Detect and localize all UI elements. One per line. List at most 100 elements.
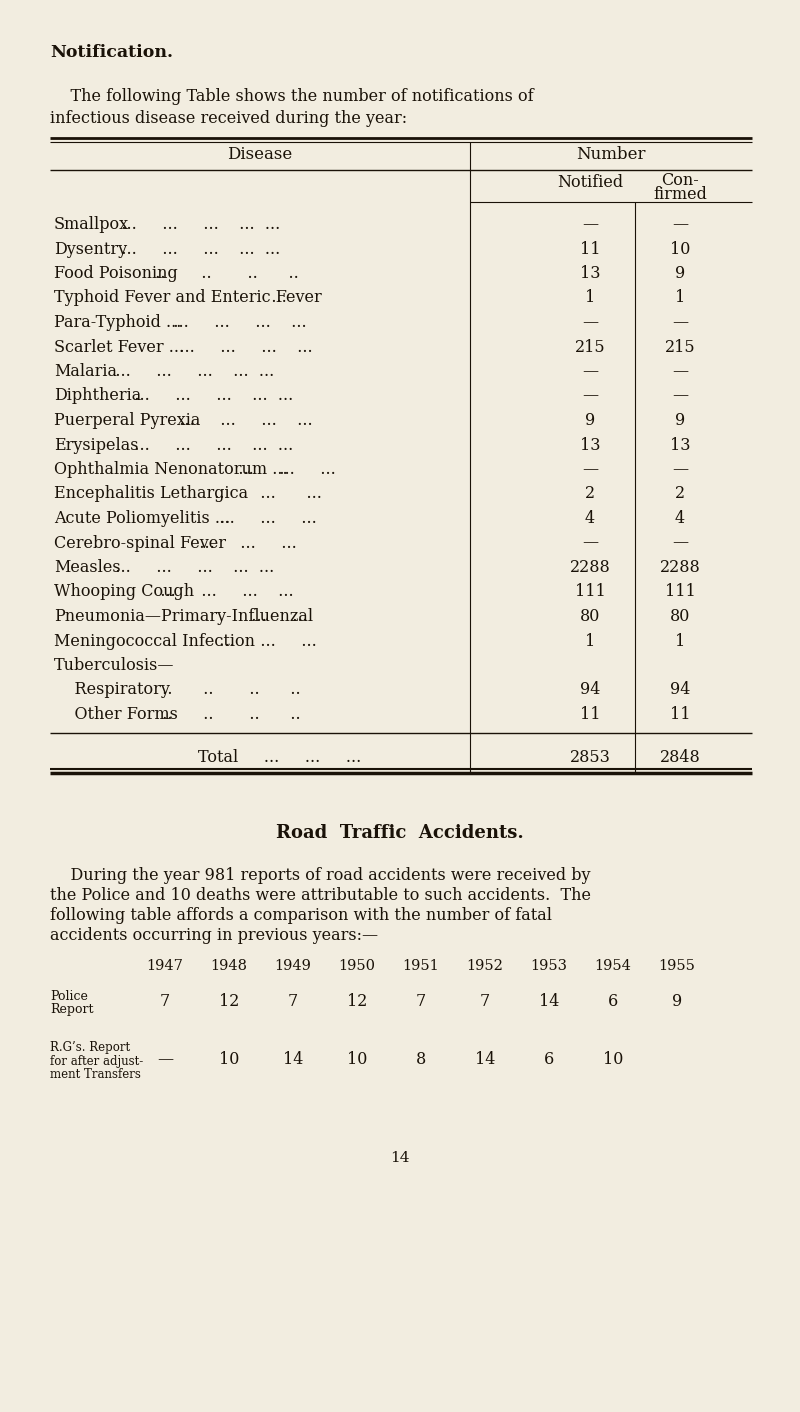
Text: ..      ..       ..      ..: .. .. .. .. — [151, 706, 300, 723]
Text: Whooping Cough: Whooping Cough — [54, 583, 194, 600]
Text: Police: Police — [50, 990, 88, 1003]
Text: 7: 7 — [160, 994, 170, 1011]
Text: —: — — [672, 363, 688, 380]
Text: Acute Poliomyelitis ...: Acute Poliomyelitis ... — [54, 510, 230, 527]
Text: Food Poisoning: Food Poisoning — [54, 265, 178, 282]
Text: Dysentry: Dysentry — [54, 240, 127, 257]
Text: ...     ...     ...: ... ... ... — [203, 510, 316, 527]
Text: ...     ...     ...    ...  ...: ... ... ... ... ... — [106, 216, 280, 233]
Text: Respiratory: Respiratory — [54, 682, 170, 699]
Text: —: — — [672, 460, 688, 479]
Text: 11: 11 — [580, 706, 600, 723]
Text: 7: 7 — [416, 994, 426, 1011]
Text: —: — — [582, 387, 598, 404]
Text: 2848: 2848 — [660, 748, 700, 765]
Text: —: — — [582, 313, 598, 330]
Text: Tuberculosis—: Tuberculosis— — [54, 657, 174, 674]
Text: ..       ..       ..      ..: .. .. .. .. — [145, 265, 298, 282]
Text: Typhoid Fever and Enteric Fever: Typhoid Fever and Enteric Fever — [54, 289, 322, 306]
Text: 2: 2 — [675, 486, 685, 503]
Text: Notified: Notified — [557, 174, 623, 191]
Text: 2288: 2288 — [570, 559, 610, 576]
Text: Pneumonia—Primary-Influenzal: Pneumonia—Primary-Influenzal — [54, 609, 313, 626]
Text: 1948: 1948 — [210, 960, 247, 973]
Text: The following Table shows the number of notifications of: The following Table shows the number of … — [50, 88, 534, 104]
Text: 94: 94 — [670, 682, 690, 699]
Text: ...     ...: ... ... — [236, 609, 308, 626]
Text: 13: 13 — [580, 436, 600, 453]
Text: —: — — [582, 363, 598, 380]
Text: 2: 2 — [585, 486, 595, 503]
Text: 13: 13 — [670, 436, 690, 453]
Text: Cerebro-spinal Fever: Cerebro-spinal Fever — [54, 535, 226, 552]
Text: —: — — [582, 216, 598, 233]
Text: 1952: 1952 — [466, 960, 503, 973]
Text: 12: 12 — [347, 994, 367, 1011]
Text: 10: 10 — [603, 1052, 623, 1069]
Text: 11: 11 — [580, 240, 600, 257]
Text: ...     ...     ...    ...  ...: ... ... ... ... ... — [119, 387, 294, 404]
Text: ...     ...     ...    ...: ... ... ... ... — [158, 313, 306, 330]
Text: 111: 111 — [665, 583, 695, 600]
Text: ...     ...     ...    ...  ...: ... ... ... ... ... — [119, 436, 294, 453]
Text: ...     ...     ...    ...: ... ... ... ... — [145, 583, 294, 600]
Text: 7: 7 — [288, 994, 298, 1011]
Text: 14: 14 — [390, 1152, 410, 1165]
Text: the Police and 10 deaths were attributable to such accidents.  The: the Police and 10 deaths were attributab… — [50, 888, 591, 905]
Text: 1: 1 — [585, 633, 595, 650]
Text: 1947: 1947 — [146, 960, 183, 973]
Text: ...     ...     ...: ... ... ... — [184, 535, 297, 552]
Text: ...     ...     ...    ...  ...: ... ... ... ... ... — [106, 240, 280, 257]
Text: ...     ...     ...    ...  ...: ... ... ... ... ... — [99, 363, 274, 380]
Text: 10: 10 — [347, 1052, 367, 1069]
Text: 14: 14 — [475, 1052, 495, 1069]
Text: 1: 1 — [675, 633, 685, 650]
Text: 1951: 1951 — [402, 960, 439, 973]
Text: R.G’s. Report: R.G’s. Report — [50, 1042, 130, 1055]
Text: 9: 9 — [675, 265, 685, 282]
Text: 1: 1 — [585, 289, 595, 306]
Text: 80: 80 — [580, 609, 600, 626]
Text: 111: 111 — [574, 583, 606, 600]
Text: 1954: 1954 — [594, 960, 631, 973]
Text: Disease: Disease — [227, 145, 293, 162]
Text: 6: 6 — [544, 1052, 554, 1069]
Text: 215: 215 — [665, 339, 695, 356]
Text: Diphtheria: Diphtheria — [54, 387, 142, 404]
Text: infectious disease received during the year:: infectious disease received during the y… — [50, 110, 407, 127]
Text: 80: 80 — [670, 609, 690, 626]
Text: 7: 7 — [480, 994, 490, 1011]
Text: Other Forms: Other Forms — [54, 706, 178, 723]
Text: accidents occurring in previous years:—: accidents occurring in previous years:— — [50, 928, 378, 945]
Text: 1: 1 — [675, 289, 685, 306]
Text: —: — — [582, 535, 598, 552]
Text: ...     ...     ...: ... ... ... — [203, 633, 316, 650]
Text: Erysipelas: Erysipelas — [54, 436, 138, 453]
Text: ...     ...     ...    ...: ... ... ... ... — [165, 339, 313, 356]
Text: 14: 14 — [539, 994, 559, 1011]
Text: ...: ... — [255, 289, 286, 306]
Text: Meningococcal Infection: Meningococcal Infection — [54, 633, 255, 650]
Text: ..      ..       ..      ..: .. .. .. .. — [151, 682, 300, 699]
Text: Number: Number — [576, 145, 646, 162]
Text: Scarlet Fever ...: Scarlet Fever ... — [54, 339, 184, 356]
Text: Smallpox: Smallpox — [54, 216, 129, 233]
Text: 4: 4 — [585, 510, 595, 527]
Text: 10: 10 — [670, 240, 690, 257]
Text: Road  Traffic  Accidents.: Road Traffic Accidents. — [276, 823, 524, 842]
Text: During the year 981 reports of road accidents were received by: During the year 981 reports of road acci… — [50, 867, 590, 884]
Text: 11: 11 — [670, 706, 690, 723]
Text: 8: 8 — [416, 1052, 426, 1069]
Text: for after adjust-: for after adjust- — [50, 1055, 143, 1067]
Text: firmed: firmed — [653, 186, 707, 203]
Text: 10: 10 — [219, 1052, 239, 1069]
Text: —: — — [672, 535, 688, 552]
Text: 9: 9 — [675, 412, 685, 429]
Text: following table affords a comparison with the number of fatal: following table affords a comparison wit… — [50, 908, 552, 925]
Text: ..       ...      ...: .. ... ... — [203, 486, 322, 503]
Text: Encephalitis Lethargica: Encephalitis Lethargica — [54, 486, 248, 503]
Text: —: — — [157, 1052, 173, 1069]
Text: ...     ...     ...    ...: ... ... ... ... — [165, 412, 313, 429]
Text: ...     ...     ...: ... ... ... — [223, 460, 336, 479]
Text: 1949: 1949 — [274, 960, 311, 973]
